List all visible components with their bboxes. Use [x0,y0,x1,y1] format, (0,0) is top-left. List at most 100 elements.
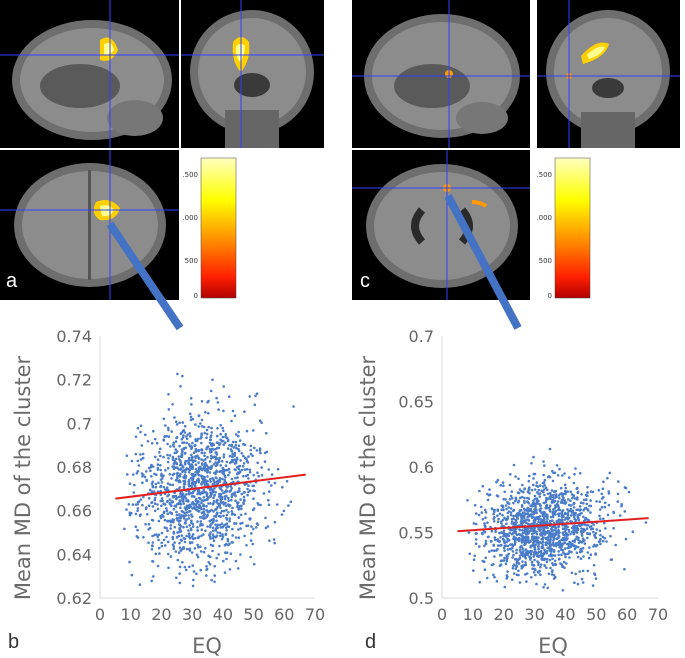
data-point [492,573,495,577]
data-point [185,547,189,551]
data-point [562,560,566,564]
data-point [226,525,230,528]
data-point [174,451,178,455]
data-point [549,515,553,519]
data-point [535,497,539,500]
data-point [569,509,573,512]
data-point [197,448,201,452]
data-point [593,543,596,547]
data-point [268,539,271,542]
data-point [526,539,530,543]
data-point [602,517,605,521]
data-point [514,530,518,534]
data-points [466,447,648,592]
data-point [526,572,529,575]
data-point [205,446,209,449]
data-point [484,511,488,514]
data-point [230,419,233,423]
data-point [548,548,551,551]
data-point [222,409,225,413]
data-point [239,522,242,525]
data-point [171,455,175,459]
data-point [512,517,515,520]
data-point [503,516,506,520]
data-point [523,487,527,490]
data-point [200,432,203,435]
data-point [563,483,567,487]
data-point [550,573,554,576]
data-point [136,470,140,473]
data-point [496,514,499,517]
data-point [159,447,162,451]
data-point [577,541,581,544]
data-point [531,567,534,570]
data-point [533,529,536,533]
y-axis-label: Mean MD of the cluster [356,355,380,600]
data-point [601,535,605,539]
data-point [218,486,221,490]
data-point [175,576,178,580]
data-point [256,502,260,505]
data-point [546,497,549,501]
data-point [585,527,589,530]
data-point [486,521,489,524]
data-point [167,456,170,460]
data-point [245,467,249,471]
data-point [551,548,554,551]
data-point [498,539,501,543]
data-point [500,520,503,523]
data-point [605,540,608,543]
data-point [219,526,222,529]
data-point [127,503,131,506]
data-point [213,493,216,497]
data-point [208,563,212,566]
data-point [548,558,552,562]
data-point [524,532,528,536]
data-point [200,476,204,480]
data-point [592,530,595,534]
x-tick-label: 60 [274,605,294,624]
data-point [191,541,194,544]
data-point [166,488,170,492]
data-point [533,518,536,522]
data-point [495,579,499,583]
data-point [546,488,549,492]
data-point [539,549,543,553]
data-point [530,561,534,564]
data-point [243,491,246,494]
data-point [259,451,262,455]
data-point [543,501,546,505]
data-point [529,539,532,543]
data-point [534,502,537,506]
data-point [188,536,192,540]
data-point [221,535,225,538]
data-point [156,564,160,568]
data-point [517,562,521,565]
data-point [247,477,250,480]
data-point [156,458,160,461]
data-point [190,535,194,538]
data-point [533,494,537,498]
data-point [552,529,555,532]
data-point [162,538,166,542]
data-point [166,442,169,446]
data-point [523,508,527,512]
data-point [573,472,576,476]
data-point [237,444,241,448]
data-point [521,521,524,524]
data-point [180,539,183,542]
data-point [557,508,560,512]
data-point [209,531,212,534]
data-point [209,435,212,439]
data-point [228,395,231,398]
data-point [546,492,550,496]
data-point [577,538,580,541]
data-point [546,529,550,533]
data-point [543,478,547,482]
data-point [174,457,178,461]
data-point [509,507,513,510]
data-point [592,523,595,526]
data-point [145,506,148,509]
panel-label-b: b [8,631,19,653]
data-point [542,586,545,589]
